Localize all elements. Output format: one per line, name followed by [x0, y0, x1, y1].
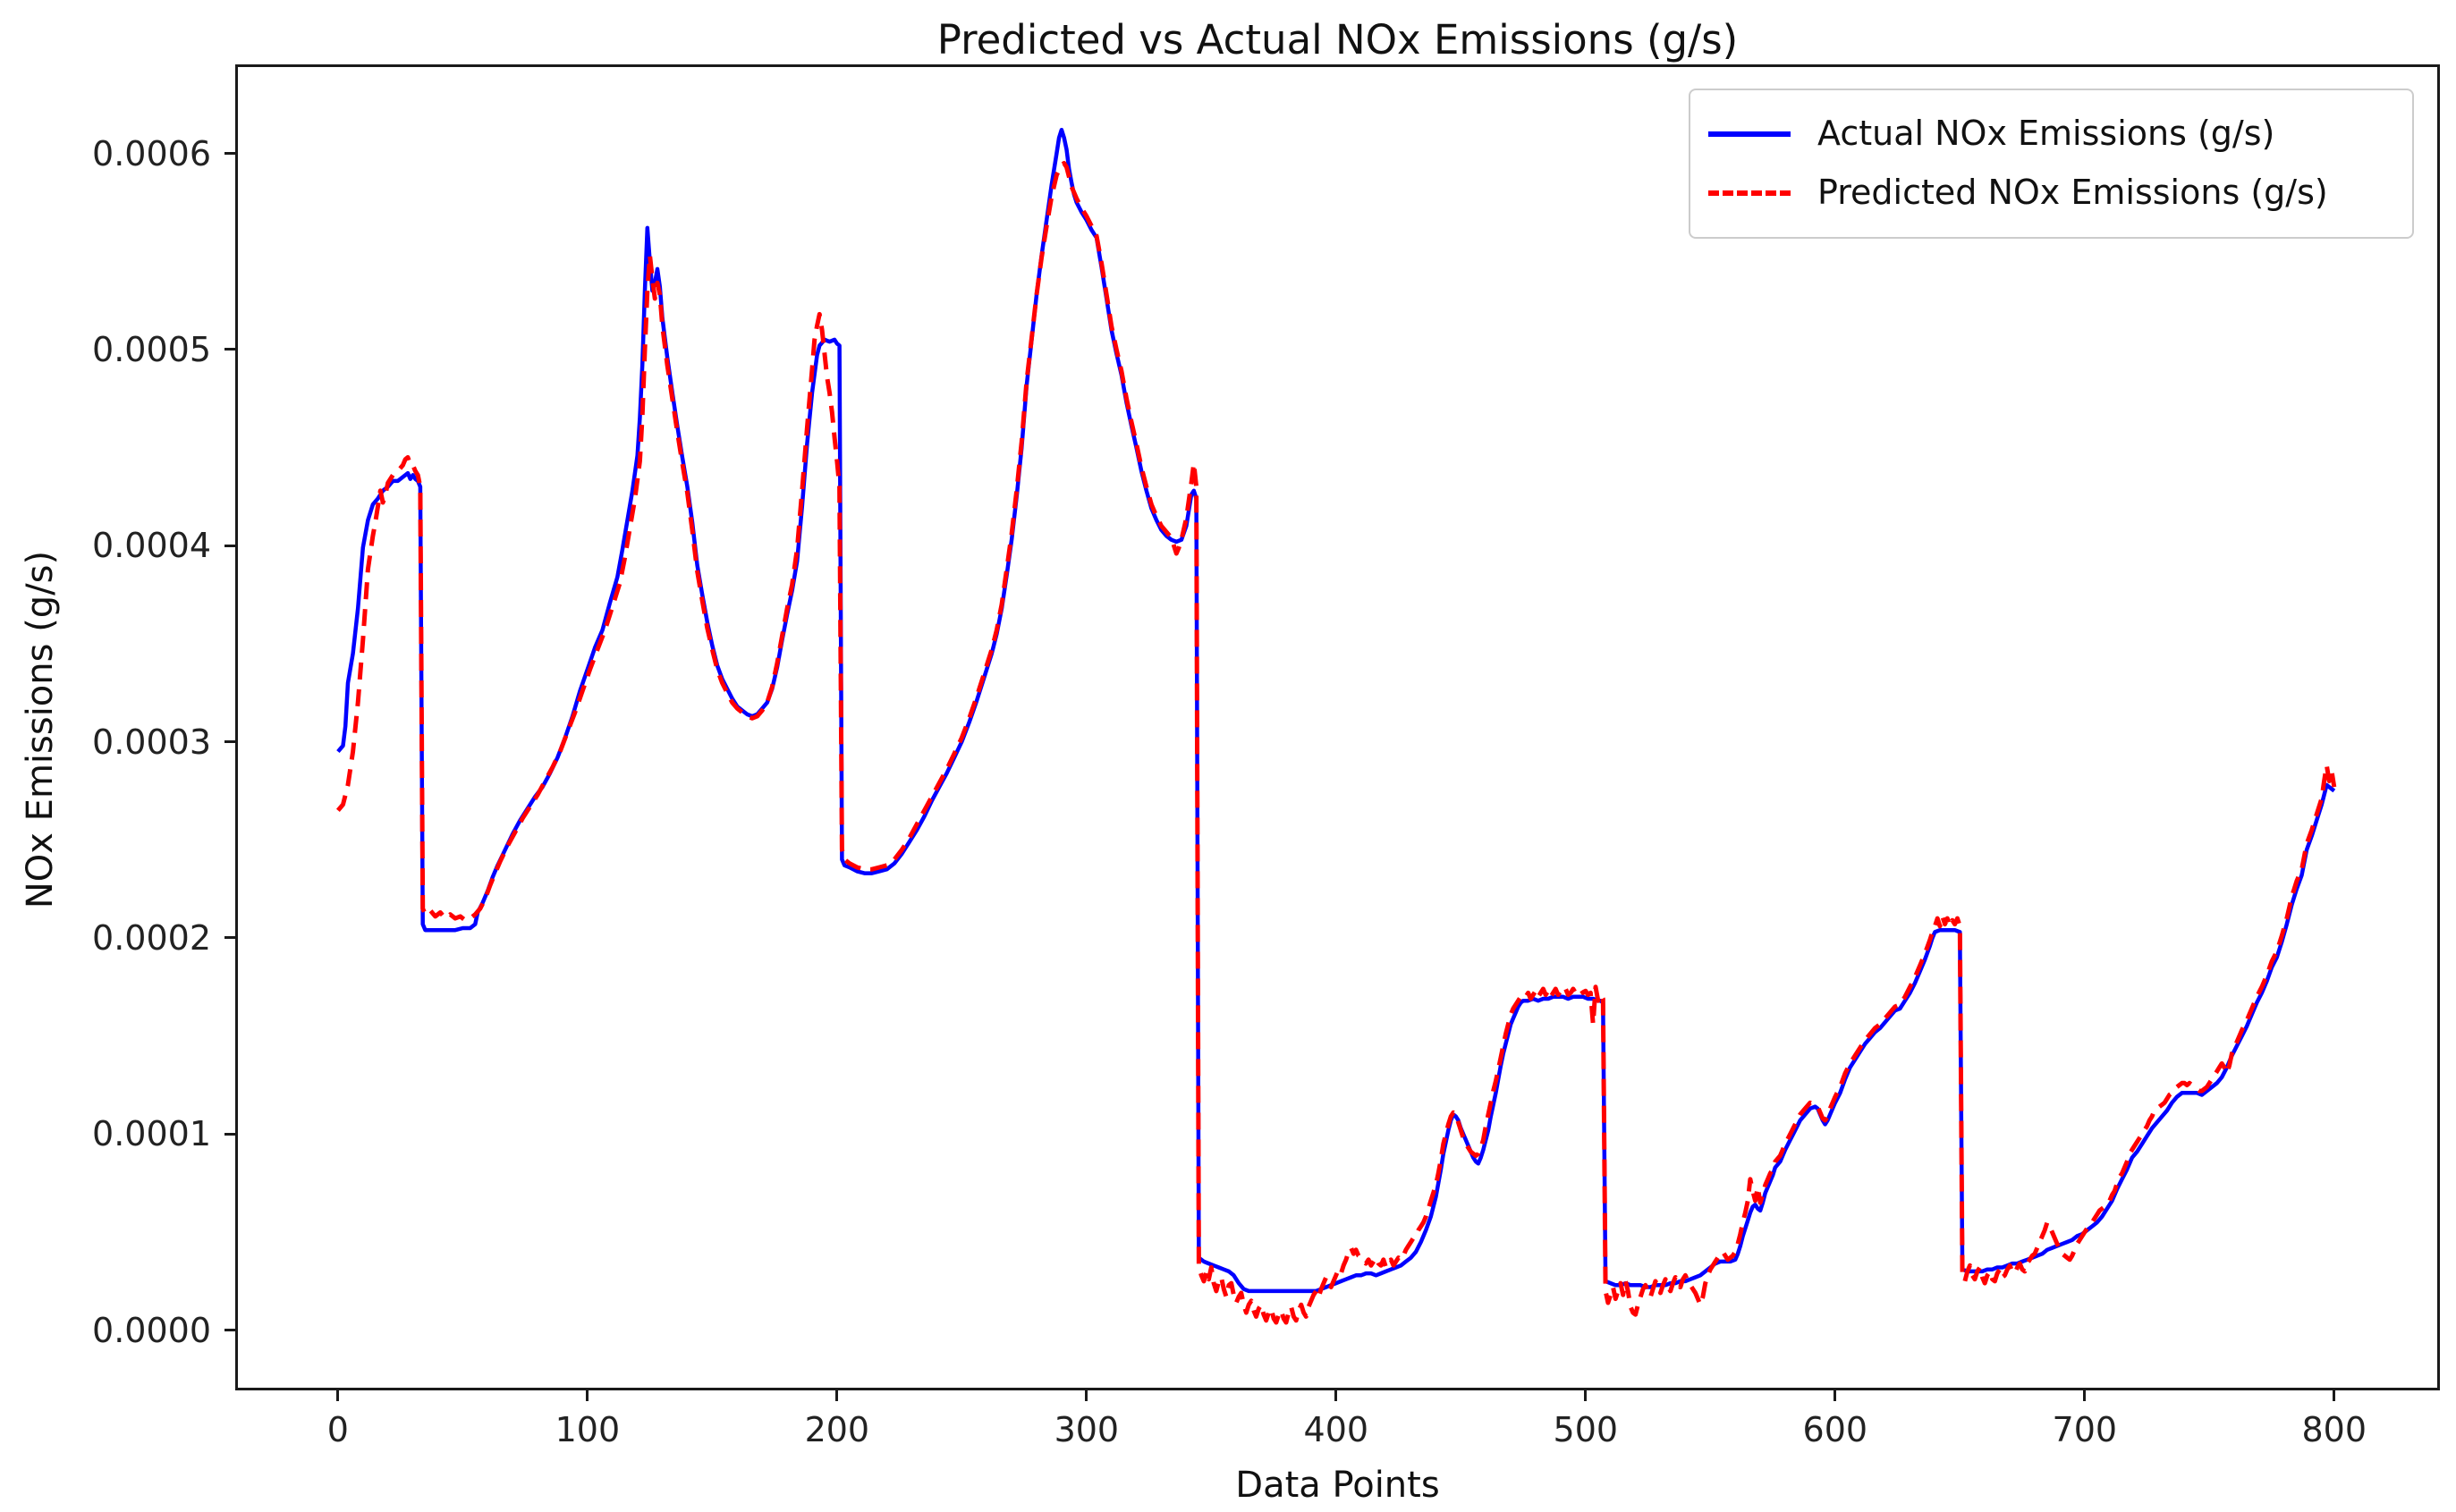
- y-axis-label: NOx Emissions (g/s): [20, 550, 61, 909]
- predicted-series-line: [335, 161, 2337, 1325]
- legend: Actual NOx Emissions (g/s) Predicted NOx…: [1689, 89, 2414, 239]
- y-tick-mark: [224, 152, 235, 156]
- y-tick-label: 0.0004: [92, 526, 211, 566]
- predicted-line-sample-icon: [1708, 190, 1791, 196]
- x-tick-mark: [1085, 1390, 1088, 1401]
- plot-area: [235, 64, 2440, 1390]
- x-tick-label: 100: [555, 1410, 621, 1449]
- x-tick-label: 800: [2301, 1410, 2367, 1449]
- y-tick-label: 0.0000: [92, 1310, 211, 1350]
- actual-line-sample-icon: [1708, 131, 1791, 137]
- y-tick-mark: [224, 544, 235, 547]
- chart-title: Predicted vs Actual NOx Emissions (g/s): [936, 16, 1739, 63]
- y-tick-mark: [224, 348, 235, 351]
- x-tick-mark: [586, 1390, 589, 1401]
- legend-entry-predicted: Predicted NOx Emissions (g/s): [1690, 164, 2412, 221]
- x-tick-label: 0: [326, 1410, 349, 1449]
- x-tick-mark: [1584, 1390, 1588, 1401]
- y-tick-mark: [224, 1329, 235, 1332]
- legend-label-predicted: Predicted NOx Emissions (g/s): [1817, 173, 2328, 212]
- x-axis-label: Data Points: [1235, 1465, 1440, 1506]
- legend-label-actual: Actual NOx Emissions (g/s): [1817, 114, 2275, 153]
- x-tick-mark: [2083, 1390, 2087, 1401]
- y-tick-mark: [224, 740, 235, 744]
- y-tick-label: 0.0005: [92, 329, 211, 369]
- x-tick-label: 600: [1802, 1410, 1868, 1449]
- plot-canvas: [335, 127, 2337, 1325]
- x-tick-mark: [1834, 1390, 1837, 1401]
- x-tick-mark: [1334, 1390, 1338, 1401]
- x-tick-mark: [336, 1390, 340, 1401]
- x-tick-label: 500: [1553, 1410, 1619, 1449]
- y-tick-label: 0.0006: [92, 133, 211, 173]
- y-tick-mark: [224, 936, 235, 940]
- x-tick-mark: [2333, 1390, 2336, 1401]
- y-tick-label: 0.0002: [92, 917, 211, 958]
- y-tick-label: 0.0003: [92, 722, 211, 762]
- x-tick-label: 200: [804, 1410, 870, 1449]
- x-tick-label: 400: [1303, 1410, 1369, 1449]
- x-tick-label: 700: [2052, 1410, 2118, 1449]
- actual-series-line: [336, 127, 2336, 1294]
- legend-entry-actual: Actual NOx Emissions (g/s): [1690, 105, 2412, 162]
- x-tick-mark: [835, 1390, 839, 1401]
- y-tick-label: 0.0001: [92, 1114, 211, 1154]
- x-tick-label: 300: [1054, 1410, 1120, 1449]
- y-tick-mark: [224, 1132, 235, 1136]
